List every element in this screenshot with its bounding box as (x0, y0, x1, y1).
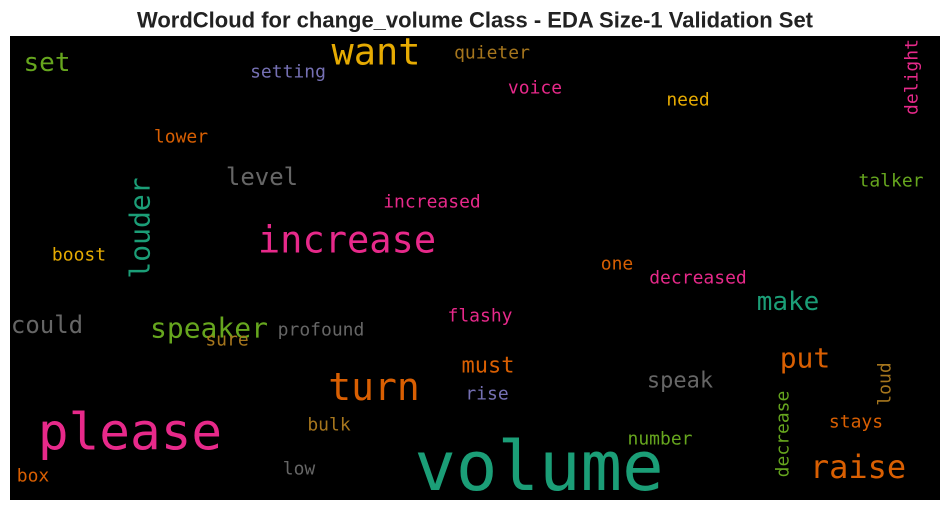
word: quieter (454, 43, 530, 64)
word: increase (258, 219, 436, 262)
word: need (666, 90, 709, 111)
word: decreased (649, 268, 747, 289)
word: low (283, 459, 316, 480)
word: loud (875, 362, 896, 405)
word: make (757, 287, 820, 317)
word: stays (829, 412, 883, 433)
word: lower (154, 127, 208, 148)
word: delight (902, 39, 923, 115)
word: turn (328, 365, 420, 409)
word: boost (52, 245, 106, 266)
word: talker (858, 171, 923, 192)
word: set (24, 48, 71, 78)
word: bulk (307, 415, 351, 436)
word: level (226, 163, 298, 191)
word: please (38, 404, 222, 463)
word: voice (508, 78, 562, 99)
word: box (17, 466, 50, 487)
word: volume (414, 427, 663, 507)
word: raise (810, 448, 906, 486)
word: number (627, 429, 692, 450)
word: could (11, 311, 83, 339)
word: decrease (773, 391, 794, 478)
word: increased (383, 192, 481, 213)
word: speak (647, 369, 713, 394)
word: put (780, 342, 831, 375)
word: setting (250, 62, 326, 83)
word: flashy (447, 306, 512, 327)
chart-title: WordCloud for change_volume Class - EDA … (137, 8, 814, 33)
word: speaker (150, 312, 268, 345)
cloud-background (10, 36, 940, 500)
word: want (331, 31, 420, 74)
word: rise (465, 384, 508, 405)
word: sure (205, 330, 248, 351)
word: one (601, 254, 634, 275)
word: louder (124, 177, 157, 278)
word: must (462, 354, 515, 379)
word: profound (278, 320, 365, 341)
